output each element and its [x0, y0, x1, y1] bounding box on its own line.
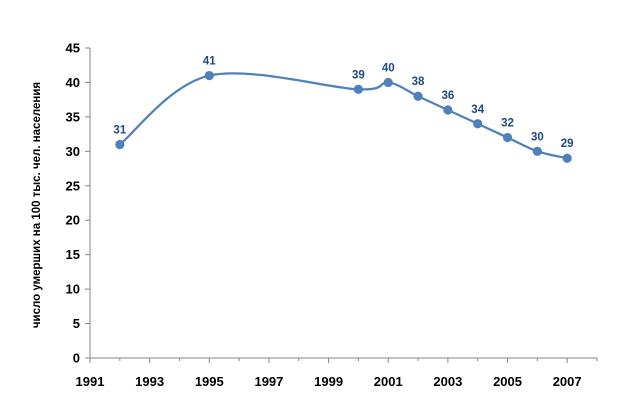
data-point — [383, 77, 393, 88]
x-tick-label: 1995 — [195, 374, 224, 389]
x-tick-label: 2003 — [433, 374, 462, 389]
data-label: 39 — [352, 69, 365, 81]
data-label: 40 — [382, 62, 395, 74]
data-label: 29 — [561, 138, 574, 150]
y-axis-title: число умерших на 100 тыс. чел. населения — [31, 82, 43, 328]
y-tick-label: 10 — [66, 282, 80, 297]
data-point — [115, 139, 125, 150]
x-tick-label: 1993 — [135, 374, 164, 389]
series-line — [118, 72, 569, 160]
y-tick-label: 0 — [73, 351, 80, 366]
y-tick-label: 45 — [66, 41, 80, 56]
y-tick-label: 30 — [66, 144, 80, 159]
data-point — [473, 119, 483, 129]
data-label: 31 — [113, 124, 126, 136]
y-tick-label: 15 — [66, 247, 80, 262]
x-tick-label: 1991 — [76, 374, 105, 389]
data-label: 32 — [501, 118, 514, 130]
x-tick-label: 2005 — [493, 374, 522, 389]
x-tick-label: 2001 — [374, 374, 403, 389]
x-tick-label: 1997 — [254, 374, 283, 389]
chart-ticks: 0 5 10 15 20 25 30 35 40 45 1991 1993 1995 1997 1999 20… — [66, 41, 598, 389]
chart-series: 31 41 39 40 38 36 34 32 30 29 — [113, 56, 574, 163]
y-tick-label: 40 — [66, 75, 80, 90]
data-point — [532, 146, 542, 156]
y-tick-label: 5 — [73, 316, 80, 331]
x-tick-label: 1999 — [314, 374, 343, 389]
data-label: 34 — [471, 104, 484, 116]
data-point — [562, 153, 572, 163]
data-point — [443, 105, 453, 115]
data-label: 30 — [531, 131, 544, 143]
data-point — [204, 70, 214, 81]
x-tick-label: 2007 — [553, 374, 582, 389]
y-tick-label: 25 — [66, 178, 80, 193]
data-point — [502, 132, 513, 143]
data-label: 36 — [441, 90, 454, 102]
data-point — [353, 84, 364, 94]
data-label: 41 — [203, 56, 216, 68]
y-tick-label: 35 — [66, 109, 80, 124]
data-point — [413, 91, 423, 101]
chart-axes — [89, 48, 597, 359]
y-tick-label: 20 — [66, 213, 80, 228]
data-label: 38 — [412, 76, 425, 88]
